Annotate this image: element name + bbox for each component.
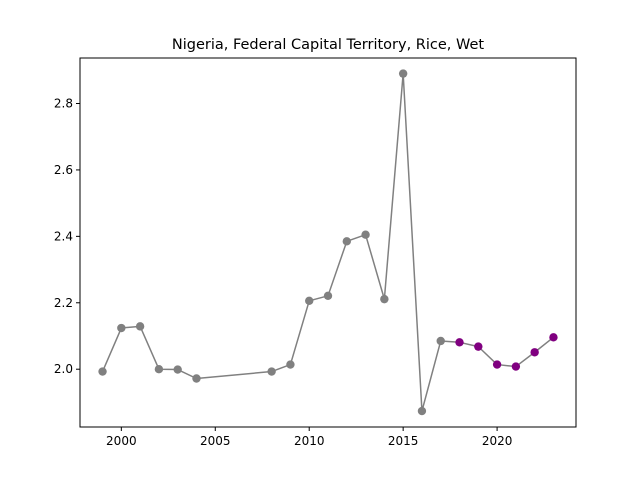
data-point (342, 237, 351, 246)
plot-area: 2000 2005 2010 2015 2020 2.0 2.2 2.4 2.6 2.8 (54, 57, 577, 448)
data-point (398, 69, 408, 78)
data-point (492, 360, 502, 369)
y-axis: 2.0 2.2 2.4 2.6 2.8 (54, 97, 80, 376)
chart-title: Nigeria, Federal Capital Territory, Rice… (172, 37, 485, 53)
data-point (474, 342, 483, 351)
data-point (530, 348, 539, 357)
data-point (511, 362, 521, 371)
data-point (436, 336, 445, 346)
plot-frame (79, 57, 577, 428)
data-point (173, 365, 182, 374)
x-tick-label: 2000 (106, 434, 137, 448)
data-point (286, 360, 295, 369)
data-point (305, 296, 314, 305)
data-point (549, 333, 558, 342)
data-point (192, 374, 201, 383)
x-axis: 2000 2005 2010 2015 2020 (106, 427, 512, 448)
x-tick-label: 2005 (200, 434, 231, 448)
series-line (101, 72, 554, 412)
y-tick-label: 2.6 (54, 163, 73, 177)
series-lines (101, 72, 554, 412)
y-tick-label: 2.2 (54, 296, 73, 310)
data-point (417, 406, 427, 416)
x-tick-label: 2015 (388, 434, 419, 448)
data-point (455, 338, 464, 347)
series-points (98, 69, 558, 416)
data-point (361, 230, 370, 239)
y-tick-label: 2.0 (54, 362, 73, 376)
data-point (117, 323, 126, 333)
y-tick-label: 2.8 (54, 97, 73, 111)
x-tick-label: 2020 (482, 434, 513, 448)
x-tick-label: 2010 (294, 434, 325, 448)
data-point (154, 365, 164, 374)
data-point (135, 322, 145, 331)
data-point (323, 291, 333, 301)
data-point (380, 294, 389, 304)
y-tick-label: 2.4 (54, 229, 73, 243)
data-point (267, 367, 276, 376)
data-point (98, 367, 107, 376)
